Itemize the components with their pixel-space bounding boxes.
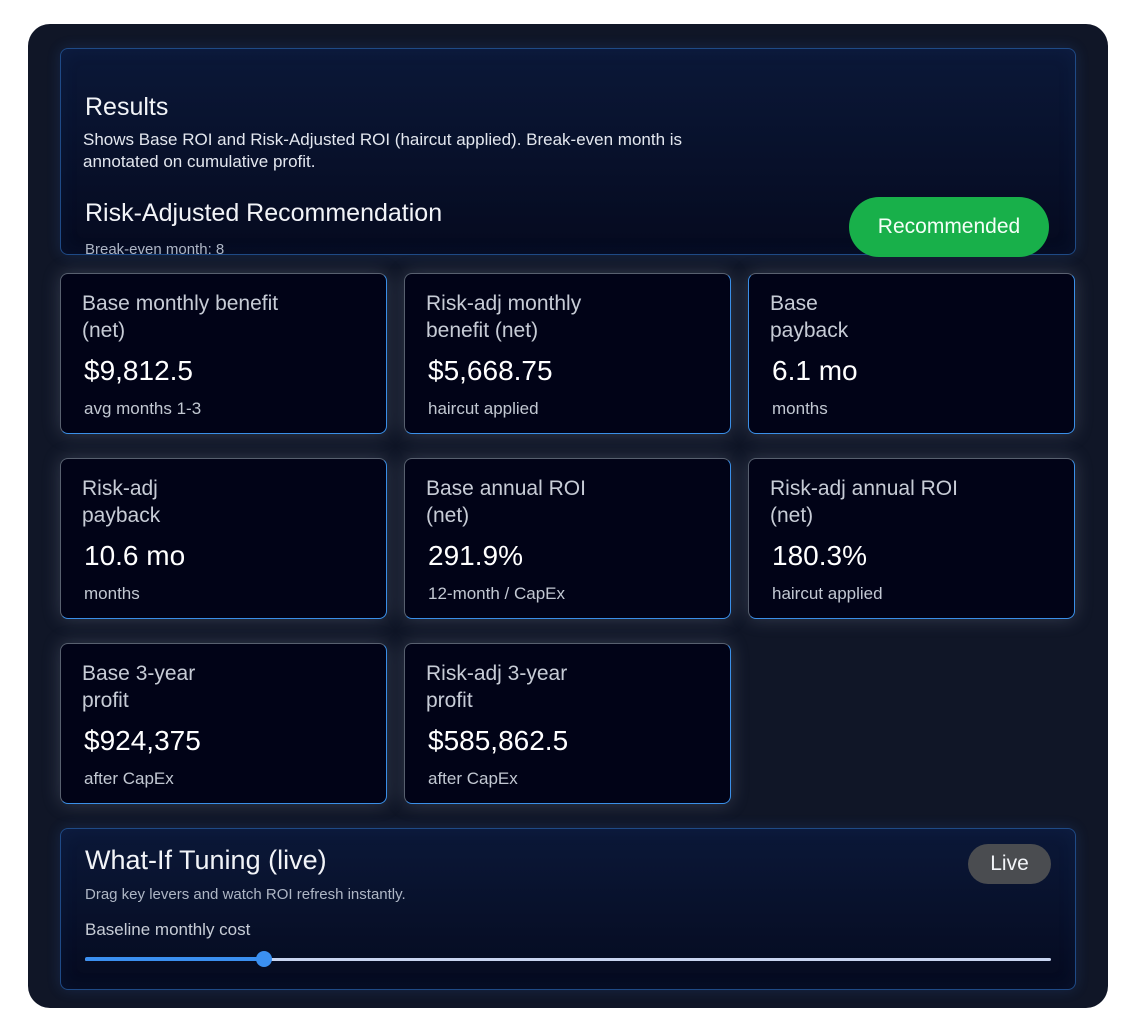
metric-card-risk-adj-3-year-profit: Risk-adj 3-year profit $585,862.5 after … (404, 643, 731, 804)
metric-subtext: months (84, 584, 140, 603)
metric-label: Base monthly benefit (net) (82, 292, 279, 342)
metric-card-risk-adj-payback: Risk-adj payback 10.6 mo months (60, 458, 387, 619)
metric-label: Risk-adj monthly benefit (net) (426, 292, 582, 342)
metric-value: 291.9% (428, 540, 523, 571)
recommendation-title: Risk-Adjusted Recommendation (85, 199, 443, 227)
metric-label: Base 3-year profit (82, 662, 196, 712)
metric-value: 10.6 mo (84, 540, 186, 571)
results-panel: Results Shows Base ROI and Risk-Adjusted… (60, 48, 1076, 258)
break-even-month: Break-even month: 8 (85, 241, 225, 258)
metric-value: 180.3% (772, 540, 867, 571)
metric-value: 6.1 mo (772, 355, 858, 386)
what-if-title: What-If Tuning (live) (85, 845, 327, 875)
metric-value: $5,668.75 (428, 355, 553, 386)
live-badge: Live (968, 844, 1051, 884)
metric-card-base-payback: Base payback 6.1 mo months (748, 273, 1075, 434)
metric-label: Risk-adj 3-year profit (426, 662, 568, 712)
baseline-monthly-cost-slider[interactable] (85, 949, 1051, 969)
metric-card-base-annual-roi: Base annual ROI (net) 291.9% 12-month / … (404, 458, 731, 619)
metric-subtext: avg months 1-3 (84, 399, 202, 418)
metric-subtext: haircut applied (772, 584, 883, 603)
metric-card-base-3-year-profit: Base 3-year profit $924,375 after CapEx (60, 643, 387, 804)
slider-label: Baseline monthly cost (85, 920, 251, 939)
what-if-description: Drag key levers and watch ROI refresh in… (85, 886, 406, 903)
metric-subtext: months (772, 399, 828, 418)
metric-subtext: 12-month / CapEx (428, 584, 566, 603)
metric-label: Risk-adj payback (82, 477, 161, 527)
metric-card-risk-adj-monthly-benefit: Risk-adj monthly benefit (net) $5,668.75… (404, 273, 731, 434)
metric-card-base-monthly-benefit: Base monthly benefit (net) $9,812.5 avg … (60, 273, 387, 434)
slider-fill (85, 957, 264, 961)
results-description: Shows Base ROI and Risk-Adjusted ROI (ha… (83, 130, 683, 171)
metric-subtext: after CapEx (428, 769, 518, 788)
metric-subtext: after CapEx (84, 769, 174, 788)
metric-value: $924,375 (84, 725, 201, 756)
metric-value: $9,812.5 (84, 355, 193, 386)
metric-label: Risk-adj annual ROI (net) (770, 477, 958, 527)
metric-subtext: haircut applied (428, 399, 539, 418)
recommended-badge: Recommended (849, 197, 1049, 257)
results-dashboard: Results Shows Base ROI and Risk-Adjusted… (28, 24, 1108, 1008)
slider-track[interactable] (85, 958, 1051, 961)
results-title: Results (85, 93, 169, 121)
metric-value: $585,862.5 (428, 725, 569, 756)
slider-handle[interactable] (255, 951, 272, 967)
metric-label: Base annual ROI (net) (426, 477, 586, 527)
what-if-panel: What-If Tuning (live) Drag key levers an… (60, 828, 1076, 990)
metric-card-risk-adj-annual-roi: Risk-adj annual ROI (net) 180.3% haircut… (748, 458, 1075, 619)
metric-label: Base payback (770, 292, 849, 342)
